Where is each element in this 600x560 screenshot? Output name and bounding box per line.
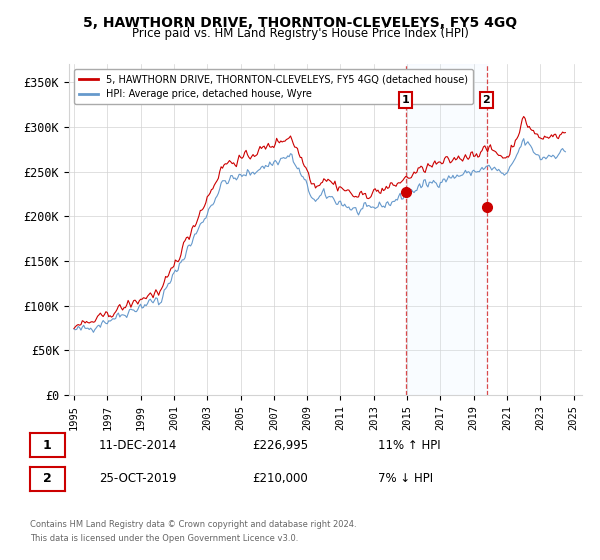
Text: Contains HM Land Registry data © Crown copyright and database right 2024.: Contains HM Land Registry data © Crown c… <box>30 520 356 529</box>
Text: 1: 1 <box>401 95 409 105</box>
Text: 5, HAWTHORN DRIVE, THORNTON-CLEVELEYS, FY5 4GQ: 5, HAWTHORN DRIVE, THORNTON-CLEVELEYS, F… <box>83 16 517 30</box>
Legend: 5, HAWTHORN DRIVE, THORNTON-CLEVELEYS, FY5 4GQ (detached house), HPI: Average pr: 5, HAWTHORN DRIVE, THORNTON-CLEVELEYS, F… <box>74 69 473 104</box>
Text: 11% ↑ HPI: 11% ↑ HPI <box>378 438 440 452</box>
Bar <box>406 64 487 395</box>
Text: £226,995: £226,995 <box>252 438 308 452</box>
Text: 2: 2 <box>482 95 490 105</box>
Text: 2: 2 <box>43 472 52 486</box>
Text: 1: 1 <box>43 438 52 452</box>
Text: 11-DEC-2014: 11-DEC-2014 <box>99 438 178 452</box>
Text: 25-OCT-2019: 25-OCT-2019 <box>99 472 176 486</box>
Text: 7% ↓ HPI: 7% ↓ HPI <box>378 472 433 486</box>
Text: £210,000: £210,000 <box>252 472 308 486</box>
Text: This data is licensed under the Open Government Licence v3.0.: This data is licensed under the Open Gov… <box>30 534 298 543</box>
Text: Price paid vs. HM Land Registry's House Price Index (HPI): Price paid vs. HM Land Registry's House … <box>131 27 469 40</box>
